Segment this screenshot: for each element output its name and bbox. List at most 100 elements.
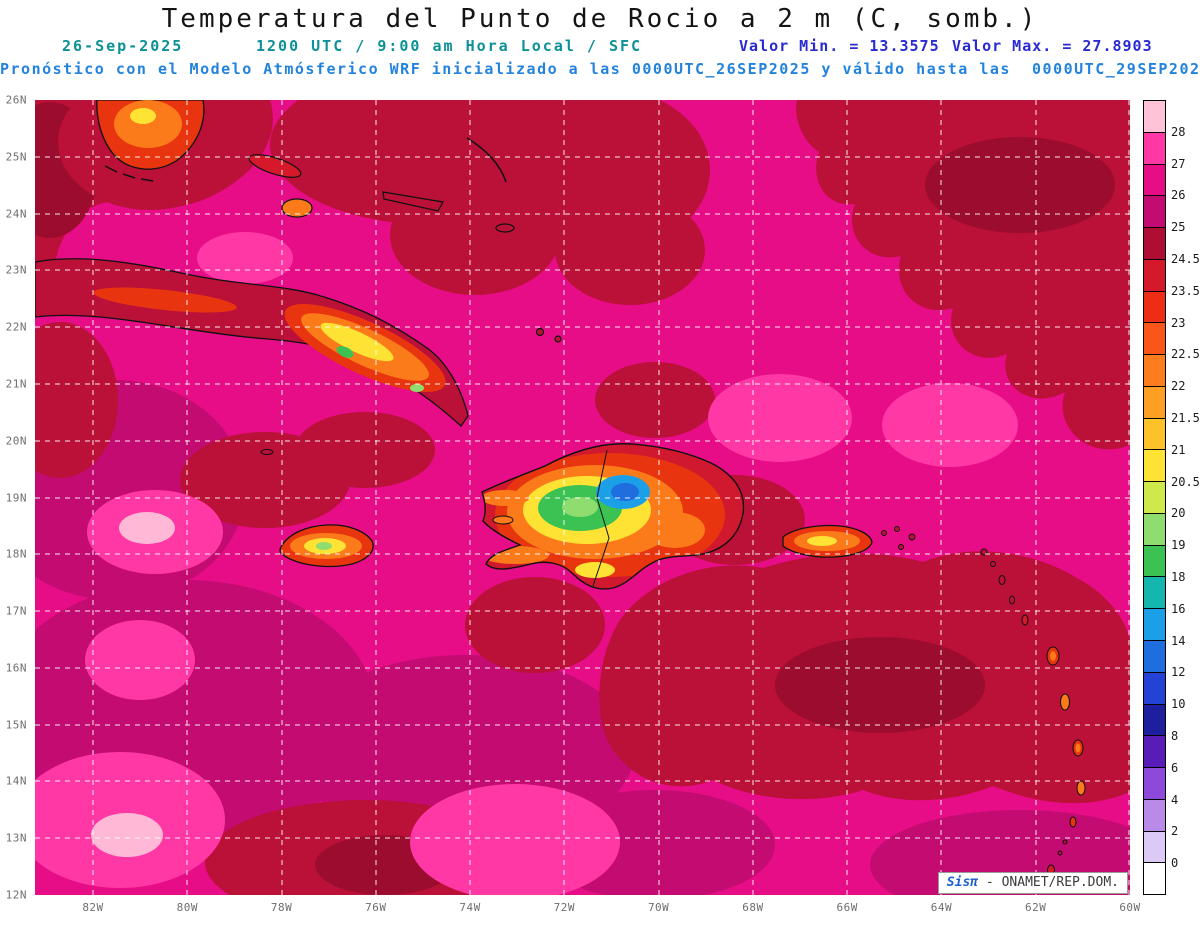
watermark-text: - ONAMET/REP.DOM.: [978, 875, 1119, 890]
colorbar-swatch: [1144, 196, 1165, 229]
lat-tick: 20N: [5, 434, 27, 448]
map-canvas: Sisπ - ONAMET/REP.DOM.: [35, 100, 1130, 895]
colorbar-label: 28: [1171, 124, 1186, 139]
min-value: Valor Min. = 13.3575: [739, 37, 940, 55]
run-date: 26-Sep-2025: [62, 37, 184, 55]
lat-tick: 26N: [5, 93, 27, 107]
colorbar-label: 21: [1171, 442, 1186, 457]
colorbar-swatch: [1144, 228, 1165, 260]
virgin-islands: [881, 526, 916, 550]
colorbar-label: 25: [1171, 220, 1186, 235]
lon-tick: 62W: [1025, 901, 1047, 914]
watermark-brand: Sisπ: [946, 875, 979, 890]
colorbar-label: 12: [1171, 665, 1186, 680]
lon-tick: 74W: [459, 901, 481, 914]
lon-tick: 68W: [742, 901, 764, 914]
colorbar-label: 0: [1171, 856, 1179, 871]
lat-tick: 15N: [5, 718, 27, 732]
colorbar-label: 21.5: [1171, 411, 1200, 425]
max-value: Valor Max. = 27.8903: [952, 37, 1153, 55]
lat-tick: 21N: [5, 377, 27, 391]
colorbar-label: 20.5: [1171, 474, 1200, 489]
colorbar-swatch: [1144, 355, 1165, 387]
florida-peninsula: [58, 100, 242, 210]
pale-pink-spots: [91, 512, 175, 857]
forecast-line: Pronóstico con el Modelo Atmósferico WRF…: [0, 60, 1200, 78]
colorbar-label: 26: [1171, 188, 1186, 203]
lon-tick: 66W: [836, 901, 858, 914]
page-title: Temperatura del Punto de Rocio a 2 m (C,…: [161, 4, 1039, 34]
cuba-island: [35, 258, 469, 455]
colorbar-swatch: [1144, 704, 1165, 737]
lon-tick: 82W: [82, 901, 104, 914]
colorbar-swatch: [1144, 799, 1165, 832]
run-time: 1200 UTC / 9:00 am Hora Local / SFC: [256, 37, 643, 55]
lon-tick: 72W: [553, 901, 576, 914]
colorbar-swatch: [1144, 513, 1165, 546]
colorbar: [1143, 100, 1166, 895]
colorbar-swatch: [1144, 641, 1165, 673]
colorbar-swatch: [1144, 545, 1165, 578]
colorbar-label: 14: [1171, 633, 1186, 648]
colorbar-swatch: [1144, 831, 1165, 864]
colorbar-label: 23: [1171, 315, 1186, 330]
colorbar-label: 6: [1171, 760, 1179, 775]
colorbar-label: 19: [1171, 538, 1186, 553]
colorbar-swatch: [1144, 259, 1165, 292]
colorbar-swatch: [1144, 672, 1165, 705]
lon-tick: 76W: [365, 901, 387, 914]
lat-axis: 26N 25N 24N 23N 22N 21N 20N 19N 18N 17N 16N 15N 14N 1…: [0, 94, 31, 902]
map-art: [35, 100, 1130, 895]
colorbar-label: 4: [1171, 792, 1179, 807]
header-line: 26-Sep-2025 1200 UTC / 9:00 am Hora Loca…: [0, 37, 1200, 55]
lon-tick: 80W: [176, 901, 198, 914]
lat-tick: 18N: [5, 547, 27, 561]
lat-tick: 23N: [5, 263, 27, 277]
colorbar-label: 2: [1171, 824, 1179, 839]
colorbar-swatch: [1144, 450, 1165, 483]
jamaica-island: [279, 524, 374, 568]
colorbar-swatch: [1144, 768, 1165, 800]
colorbar-label: 24.5: [1171, 252, 1200, 266]
bright-pink-patches: [35, 232, 1018, 895]
colorbar-label: 18: [1171, 570, 1186, 584]
colorbar-swatch: [1144, 386, 1165, 419]
lon-axis: 82W 80W 78W 76W 74W 72W 70W 68W 66W 64W 62W 60W: [35, 899, 1140, 917]
colorbar-swatch: [1144, 609, 1165, 642]
colorbar-swatch: [1144, 736, 1165, 769]
colorbar-swatch: [1144, 863, 1165, 895]
lon-tick: 60W: [1119, 901, 1141, 914]
lon-tick: 78W: [270, 901, 293, 914]
colorbar-swatch: [1144, 418, 1165, 451]
colorbar-label: 27: [1171, 156, 1186, 171]
colorbar-label: 22: [1171, 379, 1186, 394]
colorbar-label: 8: [1171, 729, 1179, 743]
bahamas-islands: [248, 137, 562, 343]
lon-tick: 70W: [647, 901, 670, 914]
colorbar-label: 10: [1171, 697, 1186, 712]
lat-tick: 12N: [5, 888, 27, 902]
lat-tick: 14N: [5, 774, 27, 788]
colorbar-swatch: [1144, 101, 1165, 133]
lat-tick: 19N: [5, 491, 27, 504]
colorbar-label: 16: [1171, 601, 1186, 616]
colorbar-label: 20: [1171, 506, 1186, 521]
lat-tick: 24N: [5, 207, 27, 221]
colorbar-swatch: [1144, 482, 1165, 514]
lat-tick: 17N: [5, 604, 27, 618]
lon-tick: 64W: [930, 901, 953, 914]
colorbar-swatch: [1144, 577, 1165, 610]
colorbar-label: 22.5: [1171, 347, 1200, 362]
lesser-antilles: [980, 548, 1086, 876]
lat-tick: 16N: [5, 661, 27, 675]
lat-tick: 22N: [5, 320, 27, 334]
colorbar-swatch: [1144, 323, 1165, 356]
lat-tick: 13N: [5, 831, 27, 845]
watermark: Sisπ - ONAMET/REP.DOM.: [937, 872, 1128, 894]
hispaniola-island: [481, 443, 745, 590]
colorbar-swatch: [1144, 132, 1165, 165]
colorbar-label: 23.5: [1171, 283, 1200, 298]
colorbar-swatch: [1144, 291, 1165, 324]
colorbar-swatch: [1144, 164, 1165, 197]
